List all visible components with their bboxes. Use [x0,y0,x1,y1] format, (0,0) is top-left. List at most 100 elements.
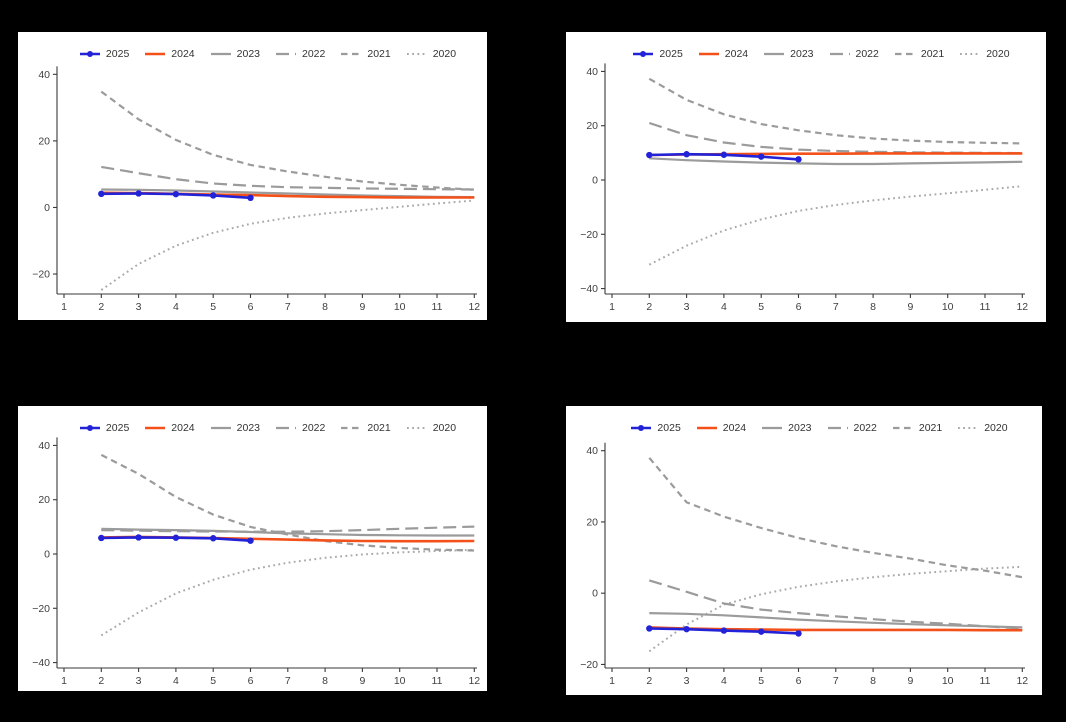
x-tick-label: 12 [1016,301,1028,313]
x-tick-label: 7 [833,675,839,687]
legend-item-2020: 2020 [957,423,1008,434]
x-tick-label: 12 [468,675,480,687]
y-tick-label: −20 [580,659,598,671]
chart-panel-top-left: 2025 2024 2023 2022 2021 2020 40 20 0 −20 1 2 3 4 5 6 7… [18,32,487,320]
y-tick-label: −40 [580,283,598,295]
x-tick-label: 11 [980,675,991,687]
y-tick-label: 40 [38,440,50,452]
legend-label: 2020 [986,47,1010,60]
x-tick-label: 10 [394,301,406,313]
data-point-marker [135,534,142,541]
legend-item-2022: 2022 [827,423,877,434]
chart-legend: 2025 2024 2023 2022 2021 2020 [56,420,479,436]
legend-swatch-2023 [762,426,783,430]
x-tick-label: 5 [758,301,764,313]
legend-item-2021: 2021 [894,49,944,60]
legend-item-2024: 2024 [698,49,748,60]
legend-swatch-2024 [145,52,166,56]
y-tick-label: −20 [32,269,50,281]
x-tick-label: 8 [870,675,876,687]
series-line-2022 [101,165,475,191]
y-tick-label: 0 [592,175,598,187]
y-tick-label: 20 [586,516,598,528]
series-line-2020 [648,185,1023,266]
legend-swatch-2024 [698,52,719,56]
x-tick-label: 7 [833,301,839,313]
y-tick-label: 40 [586,445,598,457]
legend-item-2020: 2020 [406,49,456,60]
y-tick-label: −20 [580,229,598,241]
chart-legend: 2025 2024 2023 2022 2021 2020 [56,46,479,62]
x-tick-label: 4 [173,675,179,687]
legend-swatch-2022 [276,426,296,430]
legend-label: 2021 [920,47,945,60]
chart-panel-bottom-right: 2025 2024 2023 2022 2021 2020 40 20 0 −20 1 2 3 4 5 6 7… [566,406,1042,695]
chart-legend: 2025 2024 2023 2022 2021 2020 [604,46,1038,62]
x-tick-label: 3 [136,301,142,313]
legend-item-2025: 2025 [79,49,129,60]
x-tick-label: 6 [248,301,254,313]
legend-label: 2023 [788,421,812,434]
data-point-marker [758,153,765,160]
y-tick-label: 40 [586,66,598,78]
legend-item-2020: 2020 [959,47,1010,60]
x-tick-label: 4 [721,301,727,313]
y-tick-label: 0 [44,549,50,561]
x-tick-label: 12 [468,301,480,313]
x-tick-label: 5 [210,301,216,313]
legend-label: 2023 [236,47,260,60]
legend-label: 2025 [657,421,681,434]
legend-swatch-2021 [892,426,913,430]
y-tick-label: 40 [38,69,50,81]
data-point-marker [210,535,217,542]
legend-swatch-2022 [276,52,296,56]
legend-label: 2021 [367,47,391,60]
data-point-marker [720,627,728,634]
data-point-marker [247,537,254,544]
legend-item-2022: 2022 [829,49,879,60]
x-tick-label: 5 [210,675,216,687]
x-tick-label: 8 [322,675,328,687]
legend-label: 2024 [724,47,749,60]
legend-swatch-2025 [631,425,652,431]
legend-swatch-2022 [827,426,848,430]
legend-label: 2020 [432,421,457,434]
series-line-2022 [648,121,1023,155]
series-line-2020 [100,548,475,637]
chart-legend: 2025 2024 2023 2022 2021 2020 [604,420,1034,436]
x-tick-label: 10 [394,675,406,687]
series-line-2021 [648,457,1023,579]
legend-swatch-2023 [764,52,785,56]
legend-label: 2023 [236,421,260,434]
x-tick-label: 9 [359,675,365,687]
legend-label: 2022 [302,421,326,434]
series-line-2021 [100,90,475,191]
legend-swatch-2025 [633,51,654,57]
legend-label: 2024 [171,47,195,60]
series-line-2021 [648,77,1023,145]
x-tick-label: 6 [796,301,802,313]
x-tick-label: 9 [359,301,365,313]
x-tick-label: 10 [942,675,954,687]
data-point-marker [720,151,728,158]
legend-swatch-2021 [894,52,915,56]
legend-label: 2020 [432,47,457,60]
legend-swatch-2022 [829,52,850,56]
x-tick-label: 2 [646,301,652,313]
y-tick-label: 0 [592,588,598,600]
legend-label: 2021 [918,421,943,434]
x-tick-label: 7 [285,301,291,313]
data-point-marker [98,534,105,542]
x-tick-label: 9 [907,675,913,687]
x-tick-label: 8 [870,301,876,313]
legend-swatch-2025 [79,51,100,57]
chart-panel-bottom-left: 2025 2024 2023 2022 2021 2020 40 20 0 −20 −40 1 2 3 4… [18,406,487,691]
legend-item-2021: 2021 [340,47,391,60]
y-tick-label: −20 [32,603,50,615]
legend-item-2025: 2025 [79,423,129,434]
legend-label: 2024 [171,421,195,434]
legend-label: 2021 [367,421,391,434]
